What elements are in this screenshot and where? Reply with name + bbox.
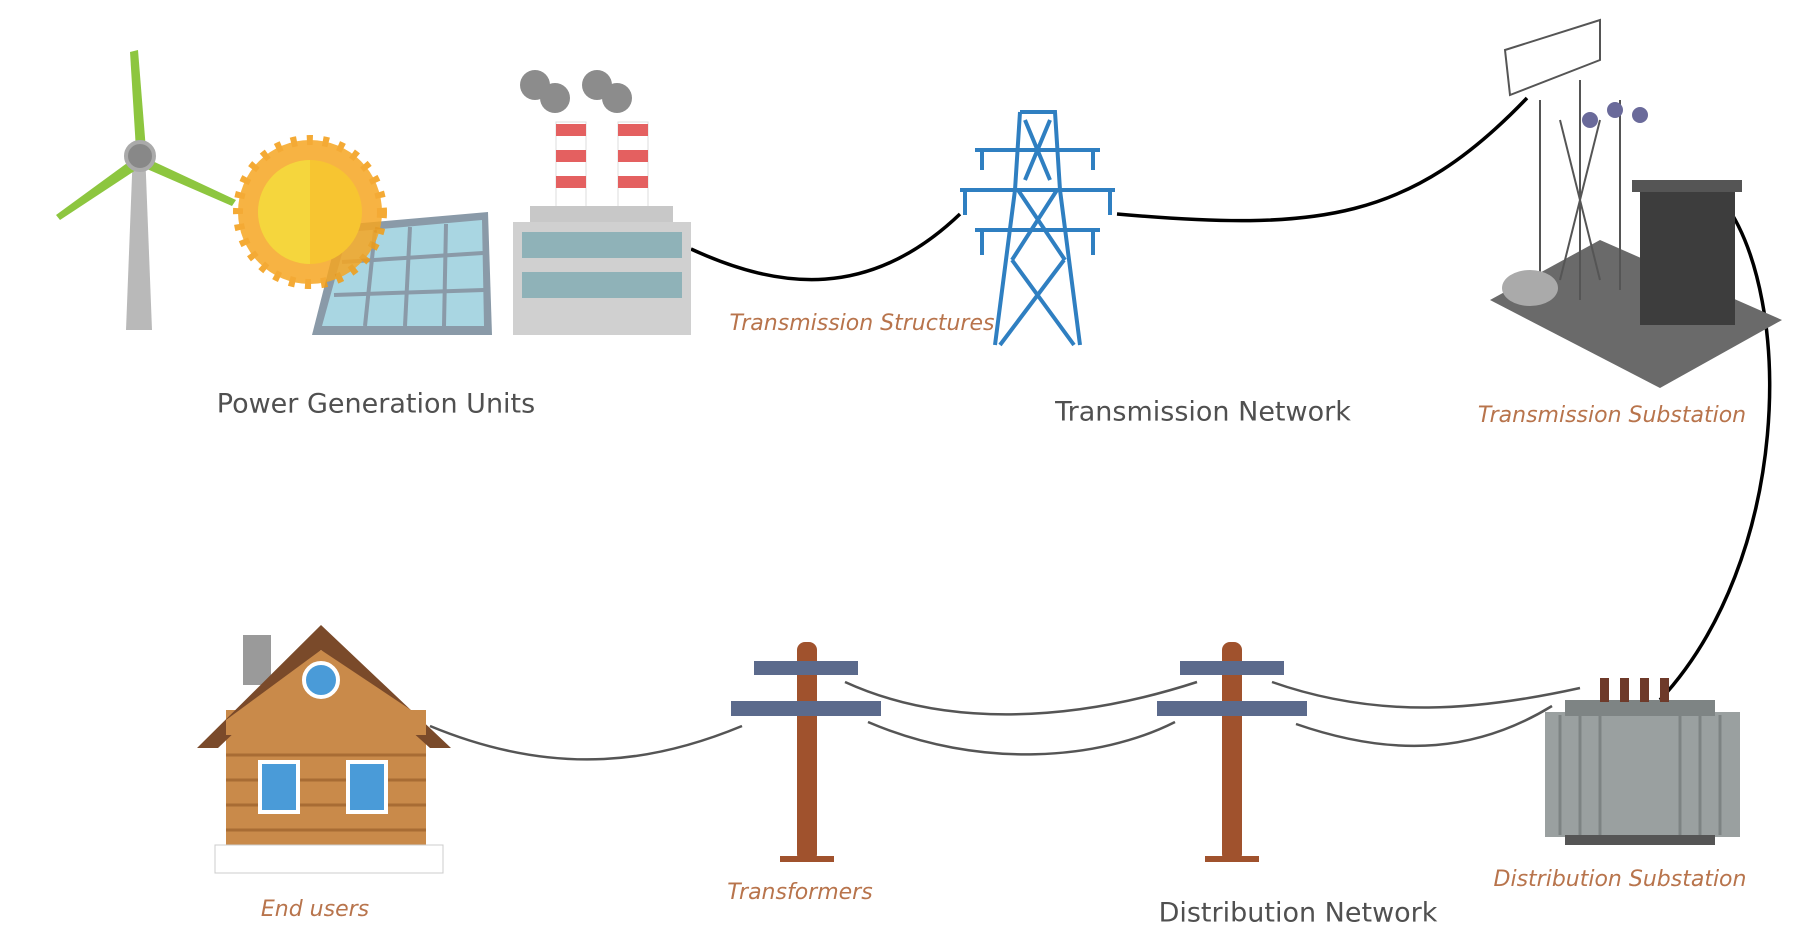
wire [1272,682,1580,708]
line [1117,98,1527,221]
line [691,214,960,280]
sun [238,140,382,284]
wire [430,726,742,759]
utility-pole [731,642,881,862]
caption: Transmission Structures [730,311,995,336]
wire [1296,706,1552,746]
diagram: Power Generation Units Transmission Netw… [0,0,1805,928]
page: Power Generation Units Transmission Netw… [0,0,1805,928]
section-label: Transmission Network [1054,397,1351,428]
transmission-substation [1490,20,1782,388]
wire [845,682,1197,714]
caption: End users [261,897,369,922]
wire [868,722,1175,754]
caption: Transformers [727,880,872,905]
caption: Distribution Substation [1494,867,1747,892]
section-label: Distribution Network [1159,898,1438,928]
section-label: Power Generation Units [217,389,535,420]
distribution-transformer [1545,678,1740,845]
factory [513,70,691,335]
caption: Transmission Substation [1478,403,1746,428]
wind-turbine [56,50,236,330]
utility-pole [1157,642,1307,862]
house [197,625,451,873]
